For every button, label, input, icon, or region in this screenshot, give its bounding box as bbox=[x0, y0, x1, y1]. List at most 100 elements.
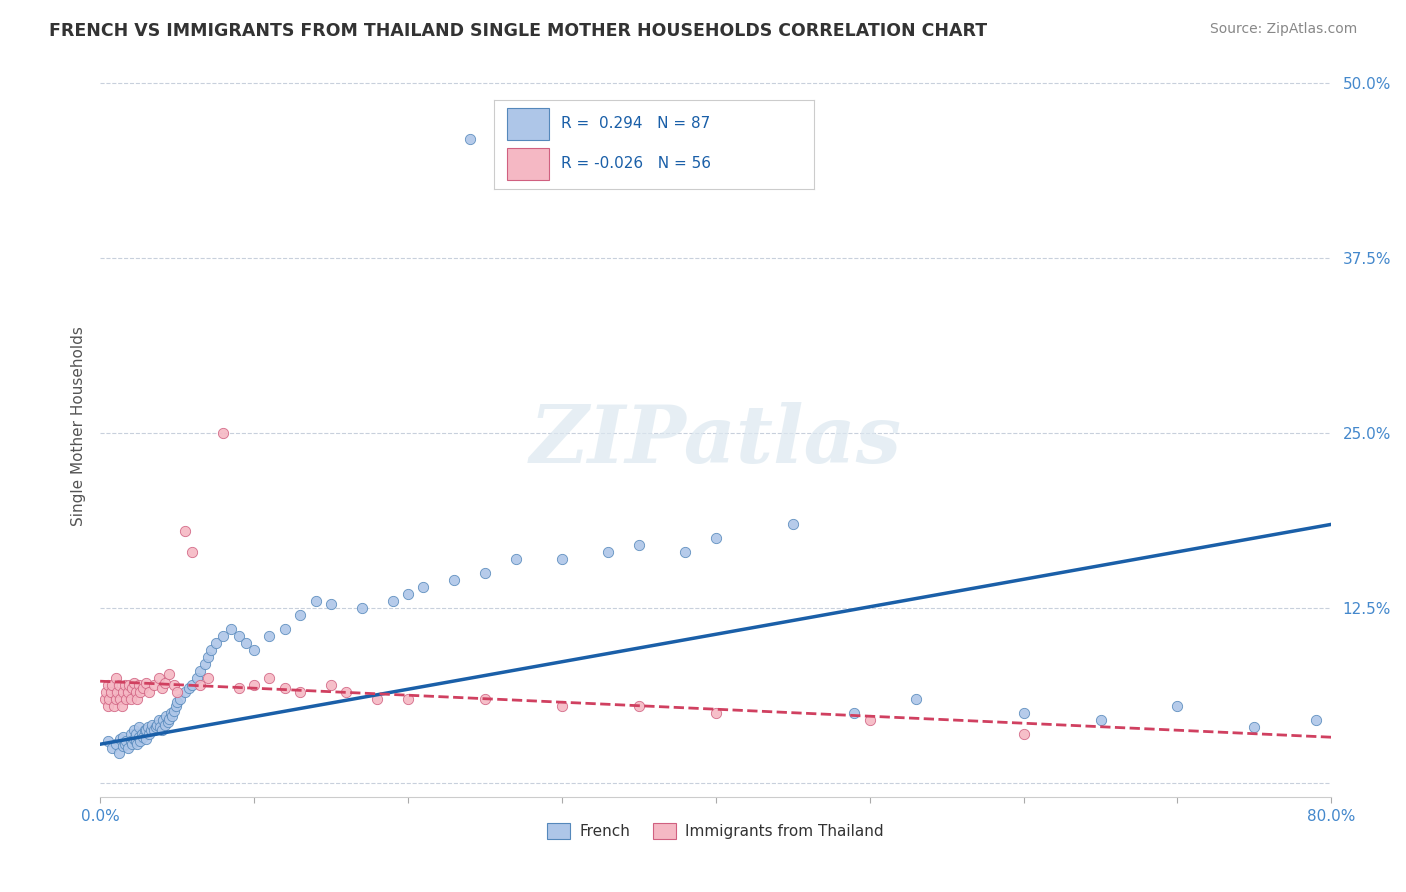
Point bbox=[194, 657, 217, 672]
Y-axis label: Single Mother Households: Single Mother Households bbox=[72, 326, 86, 526]
Point bbox=[904, 692, 927, 706]
Point bbox=[259, 672, 281, 686]
Point bbox=[166, 685, 188, 699]
Point bbox=[173, 524, 195, 539]
Point bbox=[319, 678, 342, 692]
Point bbox=[104, 672, 127, 686]
Point bbox=[366, 692, 388, 706]
Point bbox=[115, 692, 138, 706]
Point bbox=[152, 714, 174, 728]
Point bbox=[505, 552, 527, 566]
Point bbox=[150, 681, 173, 696]
Point bbox=[143, 678, 166, 692]
Point bbox=[136, 720, 159, 734]
Point bbox=[104, 737, 127, 751]
Point bbox=[100, 685, 122, 699]
Point bbox=[122, 723, 145, 738]
Point bbox=[197, 650, 219, 665]
Point bbox=[120, 734, 142, 748]
Point bbox=[139, 723, 162, 738]
Point bbox=[1012, 706, 1035, 721]
Point bbox=[125, 737, 148, 751]
Point bbox=[673, 545, 696, 559]
Point bbox=[243, 643, 266, 657]
Point bbox=[596, 545, 619, 559]
Point bbox=[135, 723, 157, 738]
Point bbox=[228, 681, 250, 696]
Point bbox=[474, 692, 496, 706]
Point bbox=[125, 692, 148, 706]
Point bbox=[120, 692, 142, 706]
Point bbox=[1166, 699, 1188, 714]
Point bbox=[627, 538, 650, 552]
Point bbox=[412, 580, 434, 594]
Point bbox=[149, 720, 172, 734]
Point bbox=[114, 678, 136, 692]
Point bbox=[121, 681, 143, 696]
Point bbox=[290, 608, 312, 623]
Point bbox=[138, 685, 160, 699]
Point bbox=[163, 704, 186, 718]
Point bbox=[197, 672, 219, 686]
Point bbox=[128, 678, 150, 692]
Point bbox=[122, 731, 145, 746]
Point bbox=[219, 623, 242, 637]
Point bbox=[97, 678, 120, 692]
Point bbox=[173, 685, 195, 699]
Point bbox=[474, 566, 496, 581]
Point bbox=[859, 714, 882, 728]
Point bbox=[458, 132, 481, 146]
Point bbox=[162, 709, 184, 723]
Point bbox=[138, 727, 160, 741]
Point bbox=[112, 730, 135, 744]
Point bbox=[1090, 714, 1112, 728]
Point bbox=[117, 741, 139, 756]
Point bbox=[163, 678, 186, 692]
Point bbox=[124, 727, 146, 741]
Point bbox=[117, 685, 139, 699]
Point bbox=[179, 681, 201, 696]
Text: ZIPatlas: ZIPatlas bbox=[530, 402, 901, 480]
Point bbox=[212, 426, 235, 441]
Point bbox=[274, 681, 297, 696]
Point bbox=[274, 623, 297, 637]
Point bbox=[304, 594, 326, 608]
Point bbox=[118, 678, 141, 692]
Point bbox=[129, 685, 152, 699]
Point bbox=[204, 636, 226, 650]
Point bbox=[105, 685, 128, 699]
Legend: French, Immigrants from Thailand: French, Immigrants from Thailand bbox=[541, 817, 890, 846]
Point bbox=[128, 720, 150, 734]
Point bbox=[108, 692, 131, 706]
Point bbox=[124, 685, 146, 699]
Point bbox=[200, 643, 222, 657]
Point bbox=[235, 636, 257, 650]
Point bbox=[135, 675, 157, 690]
Point bbox=[396, 587, 419, 601]
Point bbox=[1305, 714, 1327, 728]
Point bbox=[181, 678, 204, 692]
Point bbox=[381, 594, 404, 608]
Point bbox=[111, 699, 134, 714]
Point bbox=[169, 692, 191, 706]
Point bbox=[335, 685, 357, 699]
Point bbox=[108, 731, 131, 746]
Point bbox=[146, 717, 169, 731]
Point bbox=[160, 706, 183, 721]
Point bbox=[704, 532, 727, 546]
Point bbox=[122, 675, 145, 690]
Point bbox=[112, 739, 135, 753]
Point bbox=[153, 675, 176, 690]
Point bbox=[114, 737, 136, 751]
Point bbox=[135, 731, 157, 746]
Point bbox=[704, 706, 727, 721]
Point bbox=[115, 734, 138, 748]
Text: Source: ZipAtlas.com: Source: ZipAtlas.com bbox=[1209, 22, 1357, 37]
Point bbox=[150, 723, 173, 738]
Point bbox=[98, 692, 121, 706]
Point bbox=[259, 629, 281, 643]
Text: FRENCH VS IMMIGRANTS FROM THAILAND SINGLE MOTHER HOUSEHOLDS CORRELATION CHART: FRENCH VS IMMIGRANTS FROM THAILAND SINGL… bbox=[49, 22, 987, 40]
Point bbox=[1012, 727, 1035, 741]
Point bbox=[112, 685, 135, 699]
Point bbox=[782, 517, 804, 532]
